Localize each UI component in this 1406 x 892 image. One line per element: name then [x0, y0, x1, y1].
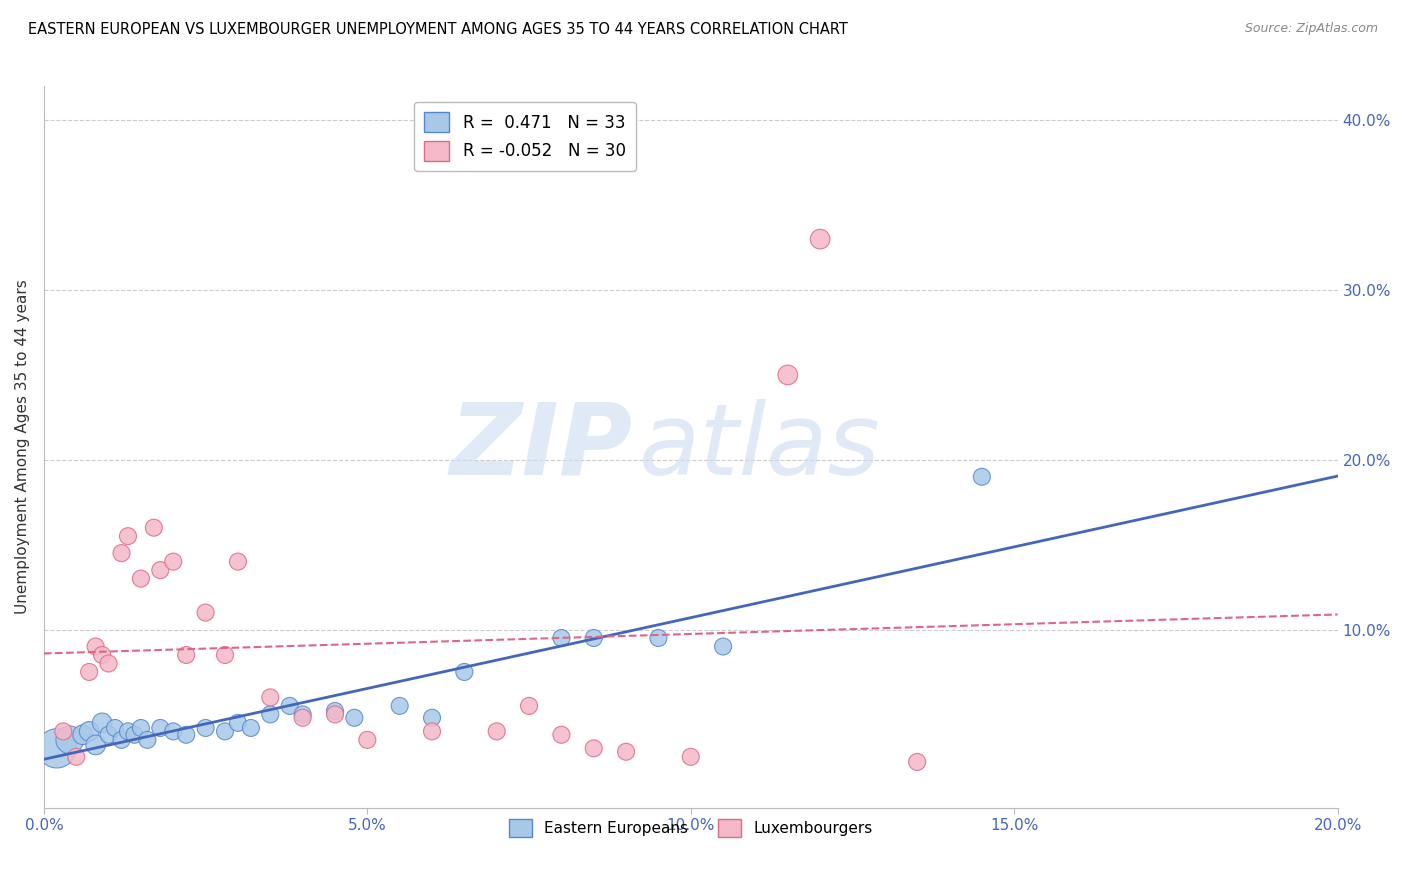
Point — [291, 711, 314, 725]
Point — [259, 707, 281, 722]
Point — [72, 728, 94, 742]
Point — [808, 232, 831, 246]
Point — [550, 728, 572, 742]
Point — [142, 521, 165, 535]
Point — [149, 563, 172, 577]
Text: Source: ZipAtlas.com: Source: ZipAtlas.com — [1244, 22, 1378, 36]
Point — [174, 728, 197, 742]
Point — [259, 690, 281, 705]
Point — [136, 732, 159, 747]
Point — [679, 749, 702, 764]
Point — [129, 572, 152, 586]
Point — [420, 711, 443, 725]
Point — [84, 738, 107, 752]
Point — [97, 657, 120, 671]
Legend: Eastern Europeans, Luxembourgers: Eastern Europeans, Luxembourgers — [502, 813, 879, 844]
Point — [84, 640, 107, 654]
Y-axis label: Unemployment Among Ages 35 to 44 years: Unemployment Among Ages 35 to 44 years — [15, 280, 30, 615]
Point — [45, 741, 67, 756]
Point — [77, 724, 100, 739]
Point — [711, 640, 734, 654]
Point — [226, 555, 249, 569]
Point — [420, 724, 443, 739]
Point — [104, 721, 127, 735]
Text: atlas: atlas — [638, 399, 880, 496]
Point — [162, 724, 184, 739]
Point — [194, 606, 217, 620]
Point — [226, 715, 249, 730]
Text: EASTERN EUROPEAN VS LUXEMBOURGER UNEMPLOYMENT AMONG AGES 35 TO 44 YEARS CORRELAT: EASTERN EUROPEAN VS LUXEMBOURGER UNEMPLO… — [28, 22, 848, 37]
Point — [129, 721, 152, 735]
Point — [110, 546, 132, 560]
Point — [149, 721, 172, 735]
Point — [356, 732, 378, 747]
Point — [91, 715, 114, 730]
Point — [194, 721, 217, 735]
Point — [117, 724, 139, 739]
Text: ZIP: ZIP — [450, 399, 633, 496]
Point — [52, 724, 75, 739]
Point — [485, 724, 508, 739]
Point — [117, 529, 139, 543]
Point — [278, 698, 301, 713]
Point — [59, 732, 82, 747]
Point — [239, 721, 262, 735]
Point — [174, 648, 197, 662]
Point — [110, 732, 132, 747]
Point — [517, 698, 540, 713]
Point — [388, 698, 411, 713]
Point — [323, 704, 346, 718]
Point — [776, 368, 799, 382]
Point — [905, 755, 928, 769]
Point — [162, 555, 184, 569]
Point — [970, 469, 993, 483]
Point — [582, 631, 605, 645]
Point — [550, 631, 572, 645]
Point — [323, 707, 346, 722]
Point — [65, 749, 87, 764]
Point — [647, 631, 669, 645]
Point — [582, 741, 605, 756]
Point — [91, 648, 114, 662]
Point — [97, 728, 120, 742]
Point — [124, 728, 146, 742]
Point — [77, 665, 100, 679]
Point — [614, 745, 637, 759]
Point — [453, 665, 475, 679]
Point — [214, 724, 236, 739]
Point — [291, 707, 314, 722]
Point — [343, 711, 366, 725]
Point — [214, 648, 236, 662]
